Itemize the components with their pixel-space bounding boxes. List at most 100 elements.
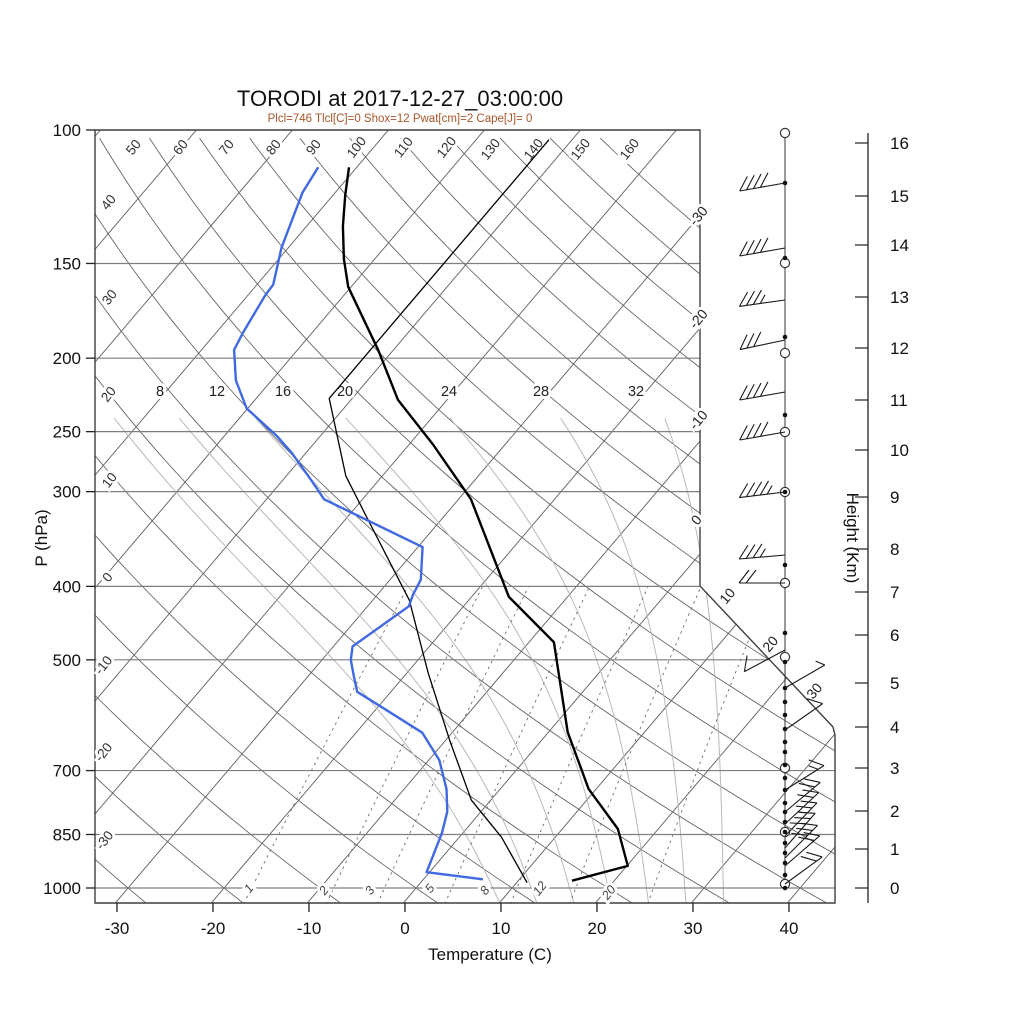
wind-level-dot xyxy=(782,659,788,665)
isoline-label: 12 xyxy=(530,879,550,899)
wind-level-dot xyxy=(782,726,788,732)
mixing-ratio-line xyxy=(243,586,409,903)
isotherm-line xyxy=(210,130,835,903)
isoline-label: 3 xyxy=(362,883,377,897)
dry-adiabat-line xyxy=(149,137,835,903)
pressure-tick-label: 850 xyxy=(53,825,81,844)
isotherm-line xyxy=(95,130,677,903)
height-tick-label: 11 xyxy=(890,391,908,410)
isoline-label: 110 xyxy=(391,134,416,160)
temperature-curve xyxy=(341,167,629,882)
height-tick-label: 13 xyxy=(890,288,909,307)
isoline-label: 8 xyxy=(156,384,164,400)
wind-barb xyxy=(784,759,825,791)
dry-adiabat-line xyxy=(449,137,835,903)
dry-adiabat-line xyxy=(399,137,835,903)
wind-level-dot xyxy=(782,860,788,866)
temperature-tick-label: 10 xyxy=(492,919,511,938)
wind-barb xyxy=(739,172,786,192)
isoline-label: 40 xyxy=(98,192,119,213)
wind-barb xyxy=(784,832,821,867)
wind-level-circle xyxy=(779,426,791,438)
wind-barb xyxy=(784,698,823,731)
pressure-tick-label: 200 xyxy=(53,349,81,368)
pressure-gridlines xyxy=(95,262,835,889)
dry-adiabat-line xyxy=(99,137,835,903)
isoline-label: 130 xyxy=(478,136,504,163)
pressure-tick-label: 300 xyxy=(53,483,81,502)
height-tick-label: 4 xyxy=(890,718,899,737)
pressure-tick-label: 100 xyxy=(53,121,81,140)
wind-barb xyxy=(738,480,786,499)
pressure-tick-label: 250 xyxy=(53,423,81,442)
dry-adiabat-line xyxy=(249,137,835,903)
height-tick-label: 7 xyxy=(890,583,899,602)
wind-level-dot xyxy=(782,775,788,781)
height-tick-label: 9 xyxy=(890,488,899,507)
wind-level-dot xyxy=(782,699,788,705)
pressure-tick-label: 1000 xyxy=(43,879,81,898)
wind-barb xyxy=(739,331,786,351)
wind-barb xyxy=(784,851,823,885)
isoline-label: 160 xyxy=(617,136,643,163)
wind-level-circle xyxy=(779,127,791,139)
temperature-tick-label: 20 xyxy=(588,919,607,938)
moist-adiabat-line xyxy=(449,417,650,903)
chart-subtitle: Plcl=746 Tlcl[C]=0 Shox=12 Pwat[cm]=2 Ca… xyxy=(267,113,533,125)
wind-barb xyxy=(738,569,785,584)
wind-level-dot xyxy=(782,712,788,718)
mixing-ratio-line xyxy=(444,586,590,903)
wind-barb xyxy=(739,421,786,441)
background-isolines xyxy=(95,130,835,903)
isoline-label: -30 xyxy=(686,203,711,229)
height-axis-title: Height (Km) xyxy=(843,492,862,584)
isoline-label: 0 xyxy=(99,570,115,585)
isotherm-line xyxy=(402,130,835,903)
isoline-label: -10 xyxy=(686,407,711,433)
plot-frame xyxy=(94,129,836,904)
height-tick-label: 2 xyxy=(890,802,899,821)
pressure-tick-label: 400 xyxy=(53,577,81,596)
isoline-label: 10 xyxy=(99,470,120,491)
temperature-tick-label: 40 xyxy=(780,919,799,938)
height-tick-label: 8 xyxy=(890,540,899,559)
dry-adiabat-line xyxy=(95,137,440,903)
isoline-label: 28 xyxy=(533,384,549,400)
mixing-ratio-line xyxy=(376,586,530,903)
height-tick-label: 0 xyxy=(890,879,899,898)
chart-title: TORODI at 2017-12-27_03:00:00 xyxy=(236,86,564,111)
pressure-tick-label: 700 xyxy=(53,762,81,781)
mixing-ratio-line xyxy=(509,586,649,903)
isoline-label: 90 xyxy=(303,137,324,158)
isoline-label: 8 xyxy=(477,883,492,897)
wind-level-dot xyxy=(782,739,788,745)
pressure-axis-title: P (hPa) xyxy=(32,509,51,567)
isoline-label: 70 xyxy=(216,137,237,158)
wind-barb xyxy=(738,543,786,560)
isoline-label: 16 xyxy=(275,384,291,400)
isotherm-line xyxy=(95,130,293,903)
height-tick-label: 6 xyxy=(890,626,899,645)
moist-adiabat-line xyxy=(178,417,538,903)
dry-adiabat-line xyxy=(95,137,537,903)
isoline-label: 2 xyxy=(316,883,332,898)
wind-level-dot xyxy=(782,800,788,806)
wind-level-dot xyxy=(782,850,788,856)
pressure-tick-label: 150 xyxy=(53,254,81,273)
moist-adiabat-line xyxy=(255,417,575,903)
height-tick-label: 1 xyxy=(890,840,899,859)
isotherm-line xyxy=(95,130,197,903)
wind-level-dot xyxy=(782,885,788,891)
wind-level-dot xyxy=(782,872,788,878)
isoline-label: 12 xyxy=(209,384,225,400)
dewpoint-curve xyxy=(232,166,484,881)
isotherm-line xyxy=(594,130,835,903)
wind-level-dot xyxy=(782,829,788,835)
wind-level-dot xyxy=(782,255,788,261)
wind-barb xyxy=(784,789,820,825)
wind-barb-column xyxy=(738,127,826,891)
height-tick-label: 15 xyxy=(890,187,909,206)
